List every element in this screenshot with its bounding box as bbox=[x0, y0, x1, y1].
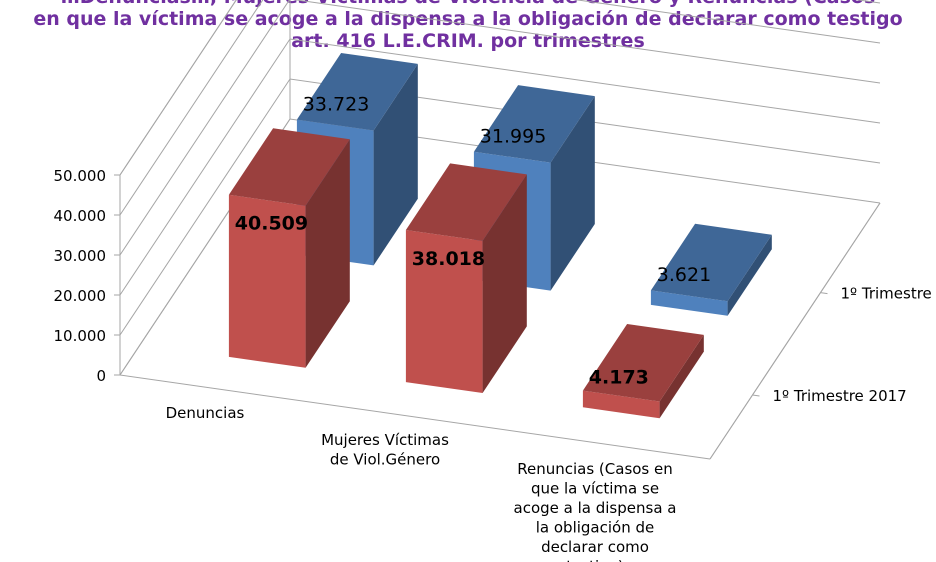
bar-top-face bbox=[650, 223, 772, 302]
y-tick-label: 50.000 bbox=[54, 167, 107, 185]
y-tick-label: 10.000 bbox=[54, 327, 107, 345]
bar bbox=[405, 163, 527, 393]
data-label: 3.621 bbox=[657, 264, 711, 286]
gridlines bbox=[119, 0, 881, 376]
bar-top-face bbox=[582, 324, 704, 402]
title-line-2: en que la víctima se acoge a la dispensa… bbox=[33, 8, 903, 30]
x-category-label: Renuncias (Casos en que la víctima se acog… bbox=[514, 460, 677, 562]
data-label: 31.995 bbox=[480, 126, 546, 148]
bar-side-face bbox=[305, 139, 350, 368]
data-labels: 33.723 31.995 3.621 40.509 38.018 4.173 bbox=[235, 93, 711, 388]
x-category-label: Mujeres Víctimas de Viol.Género bbox=[321, 431, 449, 469]
y-tick-label: 40.000 bbox=[54, 207, 107, 225]
series-axis-label: 1º Trimestre 2017 bbox=[773, 387, 907, 405]
x-axis: Denuncias Mujeres Víctimas de Viol.Género R… bbox=[166, 404, 677, 562]
gridline bbox=[119, 118, 881, 376]
bars bbox=[228, 53, 772, 419]
bar-side-face bbox=[550, 96, 595, 291]
y-tick-label: 30.000 bbox=[54, 247, 107, 265]
series-axis-line bbox=[709, 202, 881, 460]
series-tick-mark bbox=[752, 394, 760, 397]
data-label: 4.173 bbox=[589, 366, 649, 388]
floor-front-edge bbox=[119, 374, 711, 460]
bar-side-face bbox=[482, 174, 527, 393]
bar-top-face bbox=[296, 53, 418, 131]
bar-front-face bbox=[582, 390, 660, 419]
title-line-3: art. 416 L.E.CRIM. por trimestres bbox=[291, 30, 645, 52]
bar-front-face bbox=[228, 194, 306, 368]
bar-top-face bbox=[405, 163, 527, 241]
bar-side-face bbox=[727, 234, 772, 316]
title-line-1: …Denuncias…, Mujeres Víctimas de Violenc… bbox=[0, 0, 936, 8]
bar-side-face bbox=[659, 334, 704, 419]
series-axis: 1º Trimestre 2016 1º Trimestre 2017 bbox=[709, 202, 936, 460]
gridline bbox=[119, 0, 881, 176]
gridline bbox=[119, 38, 881, 296]
bar-side-face bbox=[373, 63, 418, 266]
x-category-label: Denuncias bbox=[166, 404, 245, 422]
gridline bbox=[119, 0, 881, 216]
bar bbox=[228, 128, 350, 368]
bar-top-face bbox=[473, 85, 595, 163]
bar-front-face bbox=[405, 230, 483, 393]
bar-top-face bbox=[228, 128, 350, 206]
data-label: 38.018 bbox=[412, 248, 485, 270]
series-tick-mark bbox=[820, 292, 828, 295]
y-tick-label: 0 bbox=[96, 367, 106, 385]
gridline bbox=[119, 0, 881, 256]
data-label: 33.723 bbox=[303, 93, 369, 115]
bar-front-face bbox=[650, 290, 728, 316]
data-label: 40.509 bbox=[235, 213, 308, 235]
bar bbox=[650, 223, 772, 316]
bar bbox=[582, 324, 704, 419]
y-axis: 0 10.000 20.000 30.000 40.000 50.000 bbox=[54, 167, 120, 385]
y-tick-label: 20.000 bbox=[54, 287, 107, 305]
chart-title: …Denuncias…, Mujeres Víctimas de Violenc… bbox=[0, 0, 936, 52]
gridline bbox=[119, 78, 881, 336]
series-axis-label: 1º Trimestre 2016 bbox=[841, 285, 936, 303]
